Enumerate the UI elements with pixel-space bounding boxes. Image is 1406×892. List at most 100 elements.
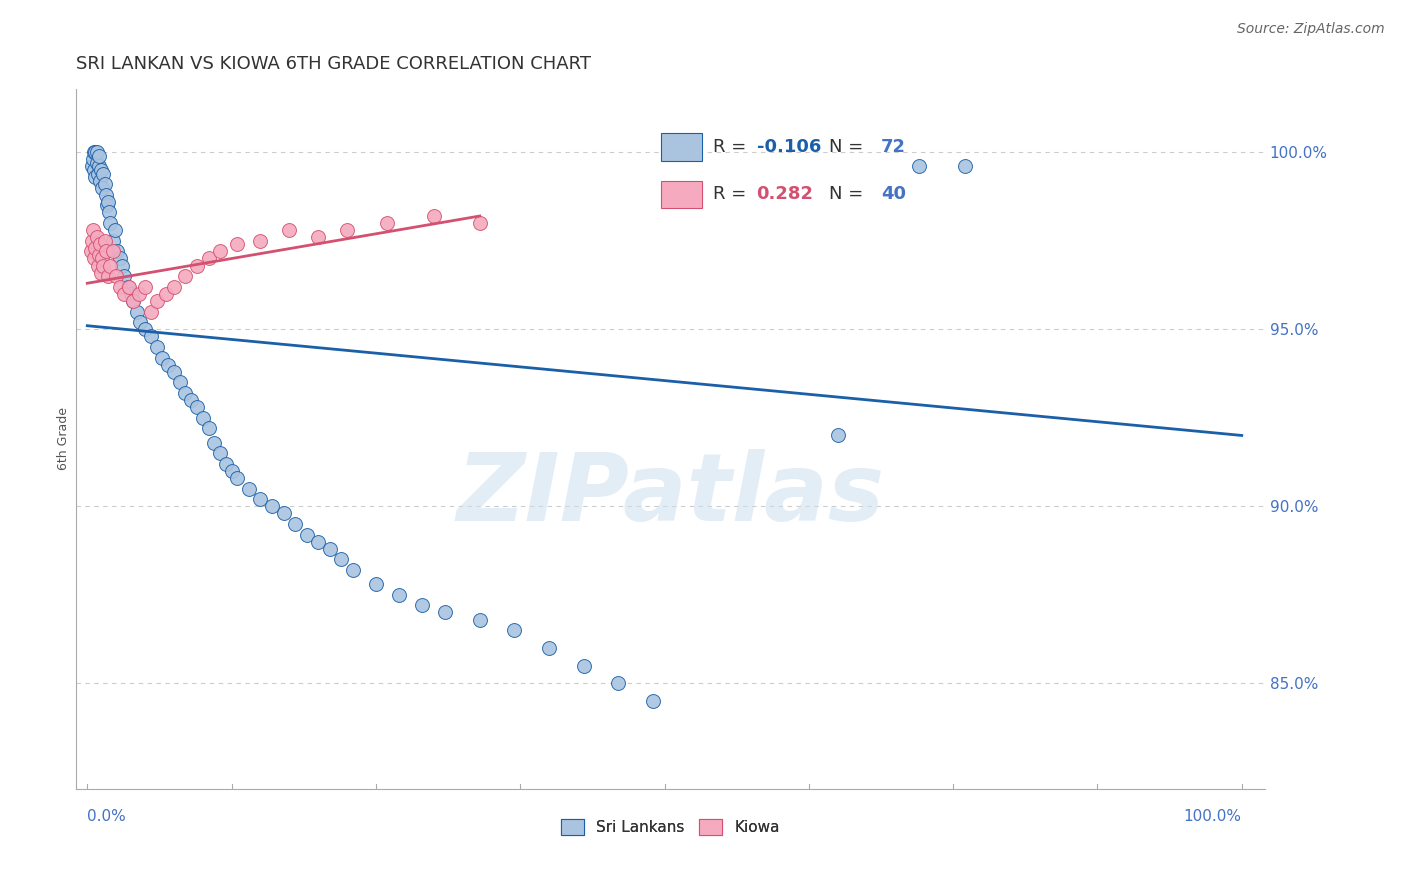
Text: N =: N = xyxy=(828,137,869,156)
Point xyxy=(80,160,103,174)
Point xyxy=(145,293,167,308)
Point xyxy=(607,676,630,690)
Point xyxy=(330,552,353,566)
Point xyxy=(307,534,329,549)
Point xyxy=(111,259,134,273)
Text: N =: N = xyxy=(828,186,869,203)
Text: SRI LANKAN VS KIOWA 6TH GRADE CORRELATION CHART: SRI LANKAN VS KIOWA 6TH GRADE CORRELATIO… xyxy=(76,55,591,73)
Point xyxy=(129,315,152,329)
Text: R =: R = xyxy=(713,137,752,156)
Point xyxy=(108,252,131,266)
Point xyxy=(105,244,128,259)
Point xyxy=(93,234,115,248)
Point xyxy=(97,269,120,284)
Point xyxy=(101,244,124,259)
Point xyxy=(98,259,121,273)
Point xyxy=(377,216,399,230)
Point xyxy=(197,421,219,435)
Point xyxy=(307,230,329,244)
Point xyxy=(202,435,225,450)
Point xyxy=(273,506,295,520)
Point xyxy=(388,588,411,602)
Point xyxy=(319,541,342,556)
Point xyxy=(120,286,142,301)
Point xyxy=(157,358,180,372)
Point xyxy=(191,410,214,425)
Point xyxy=(125,304,148,318)
Text: ZIPatlas: ZIPatlas xyxy=(456,449,884,541)
Point xyxy=(538,640,561,655)
Point xyxy=(155,286,177,301)
Text: 40: 40 xyxy=(880,186,905,203)
Point xyxy=(249,492,271,507)
Point xyxy=(93,177,115,191)
Point xyxy=(249,234,271,248)
Point xyxy=(186,400,208,414)
Point xyxy=(128,286,150,301)
Point xyxy=(364,577,387,591)
Point xyxy=(105,269,128,284)
Point xyxy=(94,244,117,259)
Point xyxy=(411,599,433,613)
Point xyxy=(86,167,108,181)
Point xyxy=(238,482,260,496)
Point xyxy=(953,160,976,174)
Point xyxy=(336,223,359,237)
Point xyxy=(83,145,105,160)
Point xyxy=(94,187,117,202)
Point xyxy=(226,237,249,252)
Text: Source: ZipAtlas.com: Source: ZipAtlas.com xyxy=(1237,22,1385,37)
Point xyxy=(503,623,526,637)
Point xyxy=(342,563,364,577)
Point xyxy=(96,198,118,212)
Point xyxy=(572,658,595,673)
Point xyxy=(295,527,318,541)
Point xyxy=(83,252,105,266)
Text: 100.0%: 100.0% xyxy=(1184,809,1241,824)
Point xyxy=(82,223,104,237)
Point xyxy=(174,269,197,284)
Point xyxy=(215,457,238,471)
Point xyxy=(209,446,232,460)
Point xyxy=(83,163,105,178)
Point xyxy=(84,145,107,160)
Point xyxy=(93,167,115,181)
Point xyxy=(91,180,114,194)
Point xyxy=(122,293,145,308)
Point xyxy=(226,471,249,485)
Point xyxy=(197,252,219,266)
Point xyxy=(641,694,664,708)
Point xyxy=(104,223,127,237)
Point xyxy=(163,365,186,379)
Point xyxy=(827,428,849,442)
Point xyxy=(134,280,156,294)
Point xyxy=(117,280,139,294)
Text: 0.0%: 0.0% xyxy=(87,809,127,824)
Point xyxy=(90,163,112,178)
Point xyxy=(93,259,115,273)
Text: R =: R = xyxy=(713,186,758,203)
Point xyxy=(112,269,135,284)
Point xyxy=(907,160,929,174)
Point xyxy=(209,244,232,259)
Point xyxy=(145,340,167,354)
Text: 0.282: 0.282 xyxy=(756,186,814,203)
Point xyxy=(284,516,307,531)
Point xyxy=(84,170,107,185)
Bar xyxy=(661,180,702,209)
Text: 72: 72 xyxy=(880,137,905,156)
Point xyxy=(87,149,110,163)
Legend: Sri Lankans, Kiowa: Sri Lankans, Kiowa xyxy=(554,814,786,841)
Point xyxy=(101,234,124,248)
Point xyxy=(91,252,114,266)
Point xyxy=(97,194,120,209)
Point xyxy=(434,606,457,620)
Y-axis label: 6th Grade: 6th Grade xyxy=(58,408,70,470)
Point xyxy=(90,266,112,280)
Point xyxy=(122,293,145,308)
Point xyxy=(150,351,173,365)
Point xyxy=(278,223,301,237)
Point xyxy=(86,156,108,170)
Point xyxy=(86,145,108,160)
Point xyxy=(260,500,283,514)
